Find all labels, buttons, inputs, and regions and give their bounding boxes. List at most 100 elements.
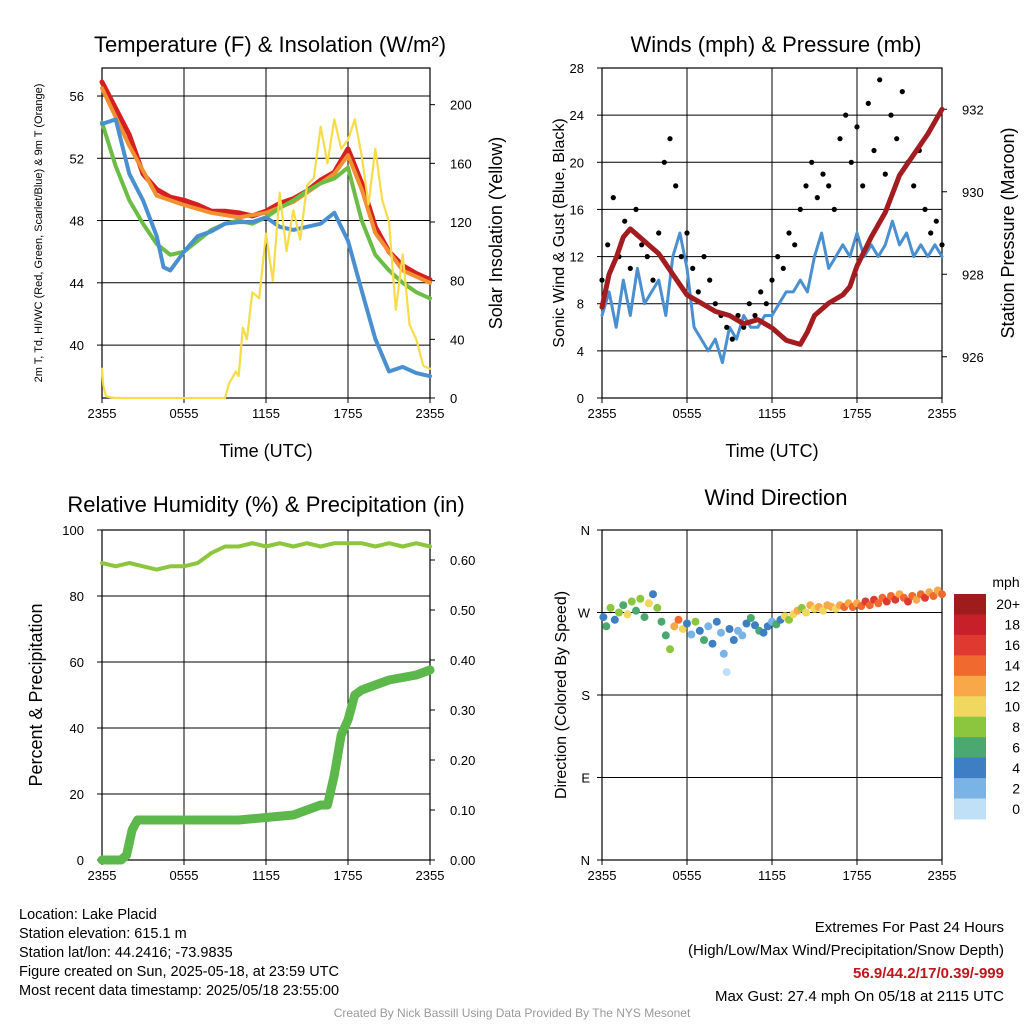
panel-3-direction-point: [874, 599, 883, 608]
panel-1-gust-point: [854, 124, 860, 130]
panel-3-direction-point: [632, 606, 640, 615]
colorbar-label: 6: [1012, 739, 1020, 755]
colorbar-label: 20+: [996, 596, 1020, 612]
panel-3-direction-point: [700, 636, 708, 644]
panel-2-series-1-line: [97, 665, 435, 865]
colorbar-label: 0: [1012, 801, 1020, 817]
panel-1-gust-point: [933, 218, 939, 224]
panel-0-x-tick-label: 1155: [252, 406, 280, 421]
panel-1-y-tick-label: 4: [577, 344, 584, 359]
panel-0-y-tick-label: 40: [70, 338, 84, 353]
panel-3-direction-point: [719, 649, 728, 658]
panel-3-x-tick-label: 2355: [928, 868, 957, 883]
panel-0-series-3-line: [100, 117, 432, 379]
panel-1-gust-point: [860, 183, 866, 189]
colorbar-label: 2: [1012, 780, 1020, 796]
panel-0-x-tick-label: 0555: [170, 406, 199, 421]
panel-3-direction-point: [619, 601, 628, 610]
panel-3-direction-point: [695, 626, 704, 635]
panel-3-direction-point: [912, 595, 921, 604]
panel-1-gust-point: [877, 77, 883, 83]
panel-1-gust-point: [882, 171, 888, 177]
panel-2-series-0-line: [100, 541, 432, 572]
panel-1-gust-point: [695, 289, 701, 295]
panel-3-direction-point: [653, 603, 662, 612]
panel-2-y2-tick-label: 0.30: [450, 703, 475, 718]
colorbar-swatch: [954, 778, 986, 800]
panel-3-x-tick-label: 0555: [673, 868, 702, 883]
colorbar-swatch: [954, 594, 986, 615]
panel-1-gust-point: [865, 100, 871, 106]
panel-2-title: Relative Humidity (%) & Precipitation (i…: [67, 492, 464, 517]
colorbar-swatch: [954, 737, 986, 759]
panel-3-direction-point: [712, 617, 721, 626]
panel-3-direction-point: [921, 593, 929, 602]
panel-3-direction-point: [678, 625, 687, 633]
panel-1-gust-point: [678, 254, 684, 260]
panel-2-y2-tick-label: 0.20: [450, 753, 475, 768]
panel-3-direction-point: [759, 628, 768, 637]
panel-3-direction-point: [627, 597, 636, 606]
panel-3-direction-point: [661, 631, 670, 640]
panel-1-gust-point: [752, 312, 758, 319]
panel-3-title: Wind Direction: [704, 485, 847, 510]
panel-3-direction-point: [636, 594, 645, 603]
panel-0-y-tick-label: 44: [70, 276, 84, 291]
panel-1-y-tick-label: 24: [570, 108, 584, 123]
panel-3-direction-point: [729, 636, 738, 644]
panel-2-y-tick-label: 100: [62, 523, 84, 538]
extremes-values: 56.9/44.2/17/0.39/-999: [853, 965, 1004, 982]
panel-3-direction-point: [670, 622, 679, 631]
panel-3-y-axis-label: Direction (Colored By Speed): [553, 591, 570, 799]
panel-1-y-tick-label: 20: [570, 155, 584, 170]
colorbar-swatch: [954, 798, 986, 820]
colorbar-label: 4: [1012, 760, 1020, 776]
panel-3-x-tick-label: 1755: [843, 868, 872, 883]
panel-3-direction-point: [704, 622, 713, 631]
panel-3-direction-point: [785, 615, 793, 624]
panel-1-gust-point: [684, 230, 690, 236]
panel-0-y-tick-label: 56: [70, 89, 84, 104]
panel-1-series-0-line: [600, 219, 944, 365]
colorbar-swatch: [954, 716, 986, 738]
panel-1-y-tick-label: 8: [577, 297, 584, 312]
panel-1-gust-point: [690, 265, 696, 271]
panel-3-y-tick-label: E: [581, 771, 590, 786]
panel-3-direction-point: [640, 613, 649, 622]
panel-0-y-tick-label: 48: [70, 214, 84, 229]
panel-0-y2-tick-label: 120: [450, 215, 472, 230]
panel-0-x-tick-label: 2355: [416, 406, 445, 421]
panel-1-gust-point: [610, 195, 616, 201]
panel-1-gust-point: [701, 254, 707, 260]
recent-timestamp: Most recent data timestamp: 2025/05/18 2…: [19, 983, 340, 999]
panel-1-gust-point: [622, 218, 628, 224]
panel-1-y2-tick-label: 932: [962, 102, 984, 117]
panel-3-direction-point: [610, 615, 619, 624]
panel-1-y-tick-label: 28: [570, 61, 584, 76]
panel-3-direction-point: [708, 639, 717, 648]
panel-2-y-tick-label: 60: [70, 655, 84, 670]
colorbar-label: 18: [1004, 617, 1020, 633]
panel-1-gust-point: [712, 301, 718, 307]
panel-0-y2-axis-label: Solar Insolation (Yellow): [486, 137, 506, 329]
figure-created: Figure created on Sun, 2025-05-18, at 23…: [19, 964, 339, 980]
panel-1-gust-point: [667, 136, 673, 142]
panel-3-direction-point: [725, 625, 734, 633]
colorbar-swatch: [954, 696, 986, 718]
panel-1-gust-point: [758, 289, 764, 295]
panel-0-y2-tick-label: 80: [450, 274, 464, 289]
panel-1-series-2-line: [599, 106, 945, 347]
panel-0-y2-tick-label: 40: [450, 332, 464, 347]
panel-3-direction-point: [738, 631, 747, 640]
colorbar-label: 10: [1004, 699, 1020, 715]
panel-2-y2-tick-label: 0.60: [450, 553, 475, 568]
panel-1-x-axis-label: Time (UTC): [725, 441, 818, 461]
panel-1-gust-point: [775, 254, 781, 260]
station-elevation: Station elevation: 615.1 m: [19, 926, 187, 942]
panel-0-y2-tick-label: 160: [450, 156, 472, 171]
extremes-subtitle: (High/Low/Max Wind/Precipitation/Snow De…: [688, 942, 1004, 959]
station-latlon: Station lat/lon: 44.2416; -73.9835: [19, 945, 233, 961]
panel-0-y2-tick-label: 0: [450, 391, 457, 406]
panel-3-y-tick-label: N: [581, 853, 590, 868]
panel-3-direction-point: [938, 590, 946, 599]
